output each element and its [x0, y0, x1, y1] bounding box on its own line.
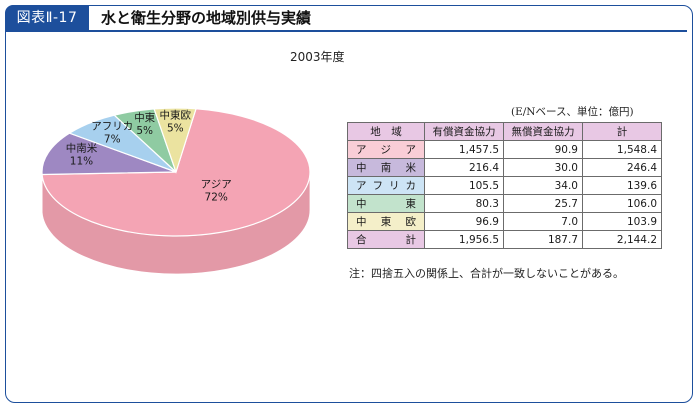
unit-note: (E/Nベース、単位：億円)	[511, 106, 634, 118]
row-total-value: 2,144.2	[582, 230, 662, 249]
row-loan-value: 96.9	[424, 212, 504, 231]
pie-slice-label: アフリカ	[91, 121, 133, 133]
row-region-label: 中南米	[347, 158, 425, 177]
row-grant-value: 187.7	[503, 230, 583, 249]
row-total-value: 103.9	[582, 212, 662, 231]
pie-slice-value: 7%	[104, 134, 121, 146]
row-loan-value: 80.3	[424, 194, 504, 213]
figure-label: 図表Ⅱ-17	[5, 5, 89, 32]
chart-title: 2003年度	[290, 50, 345, 64]
pie-slice-label: 中東欧	[160, 109, 192, 122]
row-grant-value: 90.9	[503, 140, 583, 159]
row-grant-value: 25.7	[503, 194, 583, 213]
row-loan-value: 1,457.5	[424, 140, 504, 159]
pie-slice-label: アジア	[201, 178, 232, 190]
row-grant-value: 34.0	[503, 176, 583, 195]
data-table: 地 域 有償資金協力 無償資金協力 計 アジア 1,457.5 90.9 1,548.…	[347, 122, 662, 249]
row-region-label: アフリカ	[347, 176, 425, 195]
column-header-grant: 無償資金協力	[503, 122, 583, 141]
pie-slice-label: 中南米	[66, 142, 98, 155]
pie-slice-value: 5%	[136, 125, 153, 137]
table-header-row: 地 域 有償資金協力 無償資金協力 計	[347, 122, 662, 141]
row-loan-value: 216.4	[424, 158, 504, 177]
row-total-value: 1,548.4	[582, 140, 662, 159]
pie-slice	[153, 107, 197, 174]
title-rule	[89, 30, 687, 32]
pie-slice-label: 中東	[134, 111, 155, 124]
table-row: 中東 80.3 25.7 106.0	[347, 194, 662, 213]
row-grant-value: 30.0	[503, 158, 583, 177]
pie-slice-value: 72%	[205, 191, 228, 203]
table-row: 中南米 216.4 30.0 246.4	[347, 158, 662, 177]
pie-slice-value: 11%	[70, 156, 93, 168]
table-row: アジア 1,457.5 90.9 1,548.4	[347, 140, 662, 159]
row-total-value: 246.4	[582, 158, 662, 177]
table-row: アフリカ 105.5 34.0 139.6	[347, 176, 662, 195]
row-loan-value: 1,956.5	[424, 230, 504, 249]
pie-slice	[41, 132, 177, 176]
row-region-label: アジア	[347, 140, 425, 159]
column-header-total: 計	[582, 122, 662, 141]
column-header-loan: 有償資金協力	[424, 122, 504, 141]
row-region-label: 中東	[347, 194, 425, 213]
figure-title: 水と衛生分野の地域別供与実績	[101, 9, 312, 27]
row-region-label: 中東欧	[347, 212, 425, 231]
row-loan-value: 105.5	[424, 176, 504, 195]
table-body: アジア 1,457.5 90.9 1,548.4 中南米 216.4 30.0 246.4 アフ…	[347, 140, 662, 249]
row-region-label: 合計	[347, 230, 425, 249]
row-total-value: 139.6	[582, 176, 662, 195]
table-row: 合計 1,956.5 187.7 2,144.2	[347, 230, 662, 249]
column-header-region: 地 域	[347, 122, 425, 141]
pie-top-face	[41, 107, 311, 237]
pie-slice-value: 5%	[167, 123, 184, 135]
footnote: 注：四捨五入の関係上、合計が一致しないことがある。	[349, 267, 624, 280]
table-row: 中東欧 96.9 7.0 103.9	[347, 212, 662, 231]
figure-header: 図表Ⅱ-17 水と衛生分野の地域別供与実績	[5, 5, 693, 32]
row-grant-value: 7.0	[503, 212, 583, 231]
row-total-value: 106.0	[582, 194, 662, 213]
